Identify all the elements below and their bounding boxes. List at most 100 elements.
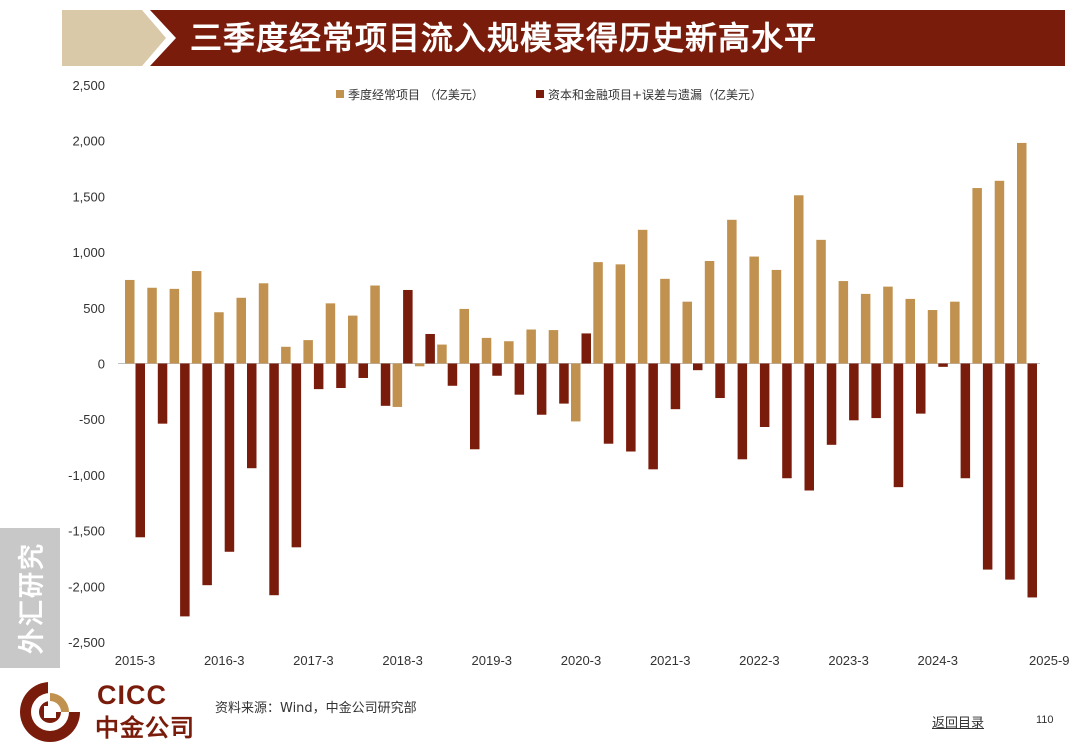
bar-capital-financial	[380, 363, 391, 406]
x-tick-label: 2015-3	[115, 653, 155, 668]
legend-swatch-capital-financial	[536, 90, 544, 98]
bar-capital-financial	[1027, 363, 1037, 598]
bar-current-account	[504, 341, 514, 364]
bar-capital-financial	[603, 363, 614, 444]
bar-capital-financial	[715, 363, 725, 399]
bar-capital-financial	[470, 363, 480, 450]
logo-cn-text: 中金公司	[95, 714, 195, 742]
bar-current-account	[236, 297, 246, 364]
bar-current-account	[771, 269, 782, 364]
bar-current-account	[994, 180, 1005, 364]
bar-current-account	[860, 293, 871, 364]
bar-current-account	[214, 312, 224, 364]
x-tick-label: 2022-3	[739, 653, 779, 668]
cicc-logo-icon	[20, 682, 82, 742]
bar-capital-financial	[247, 363, 257, 469]
bar-current-account	[571, 363, 581, 422]
legend-swatch-current-account	[336, 90, 344, 98]
bar-capital-financial	[291, 363, 302, 548]
legend-label-current-account: 季度经常项目 （亿美元）	[348, 87, 484, 102]
bar-current-account	[169, 288, 180, 364]
x-tick-label: 2020-3	[561, 653, 601, 668]
y-tick-label: 2,500	[72, 78, 105, 93]
bar-capital-financial	[693, 363, 703, 371]
bar-current-account	[147, 287, 157, 364]
bar-current-account	[348, 315, 358, 364]
bar-capital-financial	[804, 363, 814, 491]
bar-current-account	[704, 261, 715, 364]
bar-current-account	[325, 303, 336, 364]
bar-current-account	[950, 301, 960, 364]
bar-capital-financial	[982, 363, 993, 570]
bar-capital-financial	[180, 363, 190, 617]
bar-current-account	[370, 285, 380, 364]
bar-capital-financial	[403, 289, 413, 364]
bar-current-account	[191, 271, 202, 364]
bar-capital-financial	[358, 363, 368, 378]
source-note: 资料来源：Wind，中金公司研究部	[215, 701, 417, 716]
bar-capital-financial	[581, 333, 591, 364]
logo-text: CICC	[97, 680, 167, 710]
bar-current-account	[481, 337, 492, 364]
bar-current-account	[437, 344, 447, 364]
bar-current-account	[682, 301, 692, 364]
bar-current-account	[883, 286, 893, 364]
x-tick-label: 2017-3	[293, 653, 333, 668]
y-tick-label: -2,000	[68, 579, 105, 594]
bar-capital-financial	[916, 363, 926, 414]
side-tag: 外汇研究	[0, 528, 60, 668]
bar-current-account	[258, 283, 269, 364]
bar-capital-financial	[648, 363, 658, 470]
x-tick-label: 2018-3	[382, 653, 422, 668]
bar-current-account	[392, 363, 403, 407]
bar-current-account	[548, 330, 559, 364]
y-tick-label: 1,500	[72, 189, 105, 204]
y-tick-label: -2,500	[68, 635, 105, 650]
bar-current-account	[125, 279, 135, 364]
bar-current-account	[794, 195, 804, 364]
bar-current-account	[459, 308, 469, 364]
bar-current-account	[1017, 142, 1027, 364]
bar-capital-financial	[1005, 363, 1015, 580]
bar-capital-financial	[224, 363, 235, 552]
bar-chart: 2,500 2,000 1,500 1,000 500 0 -500 -1,000 -1,500…	[68, 78, 1069, 668]
header-accent-block	[62, 10, 142, 66]
y-tick-label: 1,000	[72, 245, 105, 260]
bar-capital-financial	[626, 363, 636, 452]
bar-capital-financial	[938, 363, 948, 367]
bar-current-account	[972, 188, 982, 364]
bar-current-account	[526, 329, 536, 364]
bar-capital-financial	[536, 363, 547, 415]
bar-capital-financial	[425, 333, 435, 364]
bar-capital-financial	[157, 363, 168, 424]
y-tick-label: -1,000	[68, 468, 105, 483]
y-tick-label: 2,000	[72, 134, 105, 149]
bar-capital-financial	[447, 363, 458, 386]
page-title: 三季度经常项目流入规模录得历史新高水平	[190, 19, 818, 57]
bar-capital-financial	[313, 363, 324, 390]
bar-current-account	[281, 346, 291, 364]
back-to-toc-link[interactable]: 返回目录	[932, 716, 985, 731]
bar-current-account	[816, 239, 826, 364]
bar-current-account	[414, 363, 425, 367]
bar-capital-financial	[759, 363, 770, 427]
x-tick-label: 2023-3	[828, 653, 868, 668]
x-tick-label: 2016-3	[204, 653, 244, 668]
x-tick-label: 2019-3	[472, 653, 512, 668]
y-tick-label: 500	[83, 301, 105, 316]
bar-capital-financial	[336, 363, 346, 389]
y-tick-label: -1,500	[68, 524, 105, 539]
bar-capital-financial	[670, 363, 681, 410]
bar-current-account	[615, 264, 626, 364]
bar-capital-financial	[960, 363, 971, 479]
bar-capital-financial	[871, 363, 881, 419]
bar-current-account	[727, 219, 737, 364]
bar-current-account	[749, 256, 759, 364]
header-bar	[150, 10, 1065, 66]
bar-capital-financial	[782, 363, 792, 479]
bar-capital-financial	[514, 363, 525, 395]
y-tick-label: 0	[98, 357, 105, 372]
bar-current-account	[660, 278, 670, 364]
y-tick-label: -500	[79, 412, 105, 427]
x-tick-label: 2024-3	[918, 653, 958, 668]
